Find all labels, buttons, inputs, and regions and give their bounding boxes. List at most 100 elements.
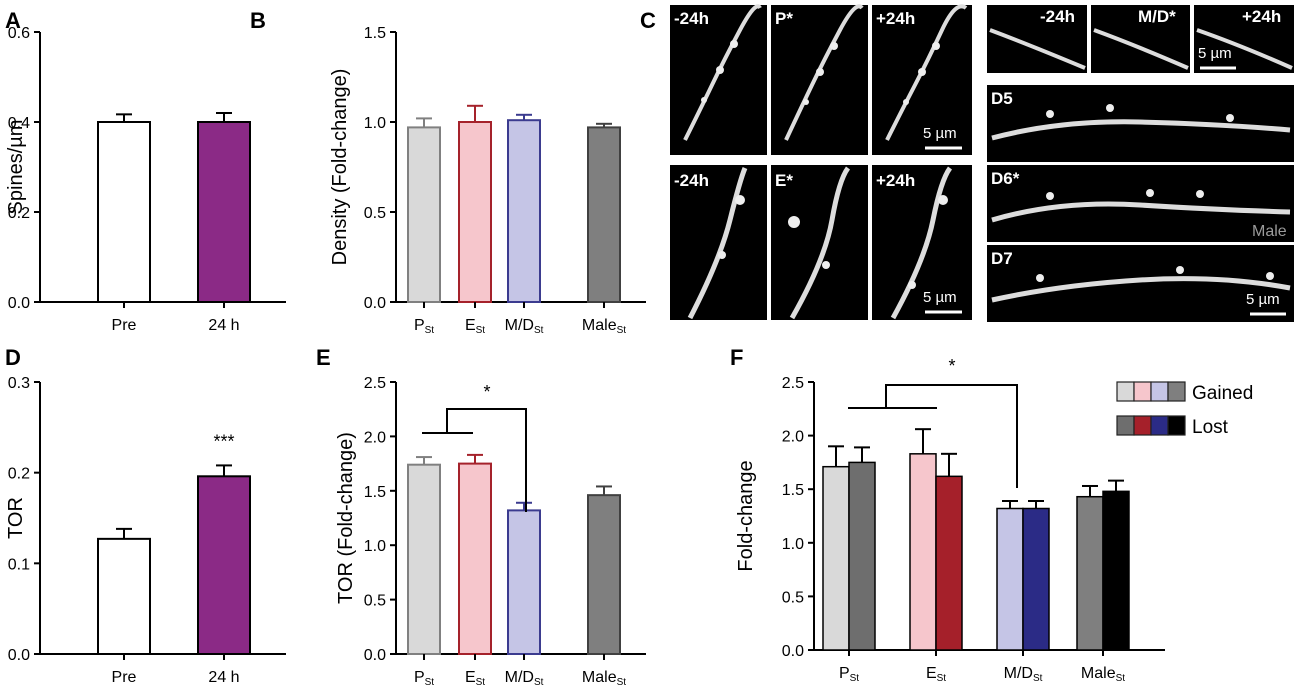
legend-label: Lost [1192, 417, 1229, 438]
y-tick-label: 0.0 [8, 647, 30, 664]
y-tick-label: 0.5 [782, 589, 804, 606]
x-tick-label-sub: St [476, 677, 486, 688]
significance-bracket [422, 408, 527, 512]
y-tick-label: 1.0 [364, 115, 386, 132]
male-label: Male [1252, 223, 1287, 240]
micrograph-label: E* [775, 171, 793, 190]
bar [507, 509, 541, 655]
bar [909, 453, 937, 651]
x-tick-label: PSt [414, 669, 434, 688]
micrograph-label: D5 [991, 89, 1013, 108]
bar [458, 121, 492, 303]
y-tick-label: 0.2 [8, 466, 30, 483]
legend-swatch [1116, 415, 1135, 436]
bar [197, 475, 251, 655]
x-tick-label: 24 h [208, 669, 239, 686]
legend-swatch [1133, 415, 1152, 436]
y-tick-label: 0.1 [8, 556, 30, 573]
legend-swatch [1167, 415, 1186, 436]
x-tick-label-sub: St [476, 325, 486, 336]
significance-label: * [483, 382, 490, 402]
x-tick-label: M/DSt [505, 317, 544, 336]
bar [1076, 495, 1104, 651]
x-tick-label: M/DSt [505, 669, 544, 688]
y-tick-label: 1.5 [782, 482, 804, 499]
scale-bar-label: 5 µm [1246, 291, 1280, 308]
micrograph-image [771, 165, 868, 320]
x-tick-label: Pre [112, 669, 137, 686]
y-tick-label: 0.5 [364, 593, 386, 610]
x-tick-label-sub: St [425, 325, 435, 336]
x-tick-label: MaleSt [1081, 665, 1125, 684]
scale-bar-label: 5 µm [923, 125, 957, 142]
y-tick-label: 0.2 [8, 205, 30, 222]
x-tick-label-main: P [839, 665, 850, 682]
x-tick-label: MaleSt [582, 317, 626, 336]
micrograph-image [872, 5, 972, 155]
x-tick-label: 24 h [208, 317, 239, 334]
x-tick-label-sub: St [534, 677, 544, 688]
chart-a: 0.0 0.2 0.4 0.6 Spines/µm Pre 24 h [5, 25, 286, 334]
x-tick-label-main: Male [1081, 665, 1116, 682]
x-tick-label: MaleSt [582, 669, 626, 688]
micrograph-label: +24h [876, 171, 915, 190]
x-tick-label-main: P [414, 669, 425, 686]
legend-swatch [1133, 381, 1152, 402]
y-tick-label: 2.0 [782, 429, 804, 446]
y-tick-label: 0.0 [8, 295, 30, 312]
bar [97, 537, 151, 655]
y-axis-label: TOR (Fold-change) [335, 432, 357, 604]
bar [1102, 490, 1130, 651]
y-tick-label: 0.6 [8, 25, 30, 42]
y-tick-label: 2.5 [364, 375, 386, 392]
x-tick-label: Pre [112, 317, 137, 334]
y-tick-label: 1.0 [364, 538, 386, 555]
y-tick-label: 1.5 [364, 484, 386, 501]
legend-label: Gained [1192, 383, 1253, 404]
micrograph-image [771, 5, 868, 155]
bar [587, 494, 621, 656]
legend-swatch [1167, 381, 1186, 402]
micrograph-label: D7 [991, 249, 1013, 268]
panel-letter-b: B [250, 8, 266, 33]
bar [996, 507, 1024, 651]
y-axis-label: Spines/µm [5, 120, 27, 215]
y-tick-label: 2.5 [782, 375, 804, 392]
bar [197, 121, 251, 303]
micrograph-label: -24h [1040, 7, 1075, 26]
bar [822, 465, 850, 651]
bar [458, 462, 492, 655]
x-tick-label: PSt [414, 317, 434, 336]
panel-letter-c: C [640, 8, 656, 33]
x-tick-label-main: E [465, 317, 476, 334]
panel-letter-d: D [5, 345, 21, 370]
micrograph-image [872, 165, 972, 320]
y-tick-label: 0.4 [8, 115, 30, 132]
legend-swatch [1116, 381, 1135, 402]
bar [407, 126, 441, 304]
micrograph-label: -24h [674, 9, 709, 28]
y-tick-label: 1.5 [364, 25, 386, 42]
y-tick-label: 0.5 [364, 205, 386, 222]
x-tick-label-main: Male [582, 317, 617, 334]
scale-bar-label: 5 µm [923, 289, 957, 306]
x-tick-label-sub: St [1116, 673, 1126, 684]
y-tick-label: 0.0 [782, 643, 804, 660]
panel-letter-e: E [316, 345, 331, 370]
legend-swatch [1150, 381, 1169, 402]
x-tick-label-main: M/D [505, 317, 534, 334]
bar [848, 461, 876, 651]
x-tick-label: PSt [839, 665, 859, 684]
panel-letter-f: F [730, 345, 743, 370]
y-tick-label: 1.0 [782, 536, 804, 553]
x-tick-label-sub: St [1033, 673, 1043, 684]
bar [587, 126, 621, 304]
significance-bracket [848, 384, 1018, 488]
x-tick-label-sub: St [534, 325, 544, 336]
y-axis-label: Density (Fold-change) [329, 69, 351, 266]
chart-d: 0.0 0.1 0.2 0.3 TOR Pre 24 h *** [5, 375, 286, 686]
x-tick-label-sub: St [850, 673, 860, 684]
y-tick-label: 2.0 [364, 429, 386, 446]
